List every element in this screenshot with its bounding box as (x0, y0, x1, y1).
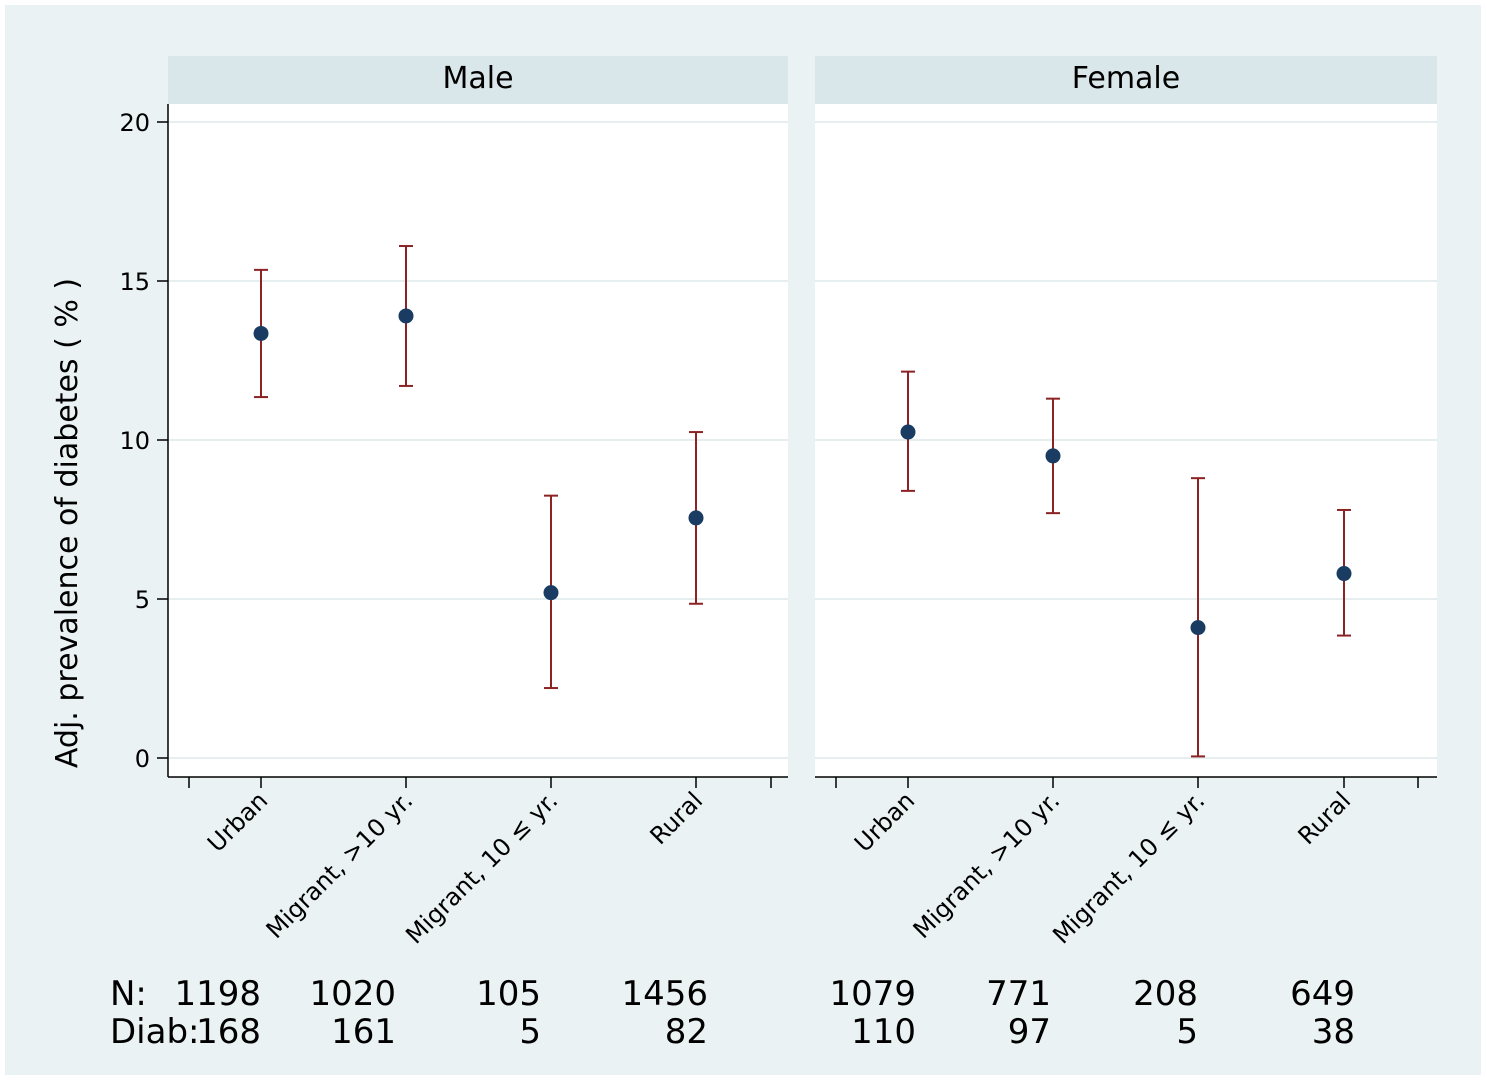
female-marks (900, 370, 1352, 758)
category-label: Urban (849, 786, 920, 857)
n-count: 1020 (309, 974, 396, 1014)
category-label: Rural (1293, 786, 1357, 850)
category-label: Urban (202, 786, 273, 857)
y-tick-label: 10 (119, 427, 150, 455)
estimate-point (1045, 448, 1061, 464)
category-label: Migrant, >10 yr. (908, 786, 1066, 944)
male-panel-title: Male (442, 61, 513, 96)
n-count: 208 (1133, 974, 1198, 1014)
category-label: Rural (645, 786, 709, 850)
y-tick-label: 15 (119, 268, 150, 296)
diab-count: 161 (331, 1012, 396, 1052)
diab-count: 5 (1176, 1012, 1198, 1052)
diab-count: 168 (196, 1012, 261, 1052)
female-panel-title: Female (1072, 61, 1180, 96)
estimate-point (1190, 620, 1206, 636)
estimate-point (900, 424, 916, 440)
n-count: 1198 (174, 974, 261, 1014)
y-tick-label: 20 (119, 109, 150, 137)
chart: Male Female 0 5 10 15 20 Adj. prevalence of … (50, 56, 1437, 1052)
y-tick-label: 0 (135, 745, 150, 773)
female-gridlines (815, 121, 1437, 759)
diab-count: 38 (1312, 1012, 1355, 1052)
y-tick-label: 5 (135, 586, 150, 614)
n-count: 1456 (621, 974, 708, 1014)
diab-count: 110 (851, 1012, 916, 1052)
category-label: Migrant, >10 yr. (261, 786, 419, 944)
diab-count: 5 (519, 1012, 541, 1052)
n-count: 1079 (829, 974, 916, 1014)
male-panel-header (168, 56, 788, 104)
figure: Male Female 0 5 10 15 20 Adj. prevalence of … (5, 5, 1481, 1075)
category-label: Migrant, 10 ≤ yr. (400, 786, 563, 949)
count-values: 1198168102016110551456821079110771972085… (174, 974, 1355, 1052)
y-ticks: 0 5 10 15 20 (119, 109, 168, 773)
diab-count: 82 (665, 1012, 708, 1052)
estimate-point (1336, 566, 1352, 582)
n-count: 649 (1290, 974, 1355, 1014)
male-gridlines (168, 121, 788, 759)
diab-row-label: Diab: (110, 1012, 200, 1052)
y-axis-label: Adj. prevalence of diabetes ( % ) (50, 278, 85, 768)
category-label: Migrant, 10 ≤ yr. (1047, 786, 1210, 949)
n-row-label: N: (110, 974, 147, 1014)
estimate-point (398, 308, 414, 324)
estimate-point (688, 510, 704, 526)
female-x-ticks (835, 777, 1419, 788)
male-marks (253, 245, 704, 690)
estimate-point (543, 585, 559, 601)
diab-count: 97 (1008, 1012, 1051, 1052)
n-count: 771 (986, 974, 1051, 1014)
male-x-ticks (188, 777, 772, 788)
n-count: 105 (476, 974, 541, 1014)
female-panel-header (815, 56, 1437, 104)
estimate-point (253, 325, 269, 341)
